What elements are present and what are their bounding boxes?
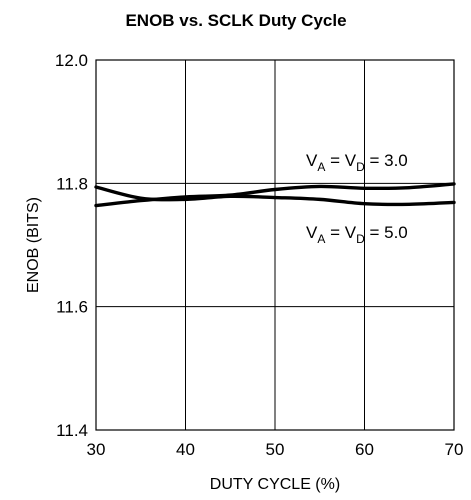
y-tick-labels: 11.4 11.6 11.8 12.0	[55, 51, 88, 440]
series-line-1	[94, 185, 456, 207]
x-tick-label: 70	[445, 440, 464, 459]
series-annotation-3v: VA = VD = 3.0	[306, 151, 408, 174]
series-layer	[94, 182, 456, 208]
x-tick-label: 30	[87, 440, 106, 459]
x-tick-label: 60	[355, 440, 374, 459]
vertical-gridlines	[185, 60, 365, 430]
x-tick-labels: 30 40 50 60 70	[87, 440, 464, 459]
series-annotation-5v: VA = VD = 5.0	[306, 223, 408, 246]
y-axis-label: ENOB (BITS)	[25, 197, 42, 293]
x-tick-label: 40	[176, 440, 195, 459]
plot-frame	[95, 59, 455, 431]
y-tick-label: 11.4	[56, 421, 88, 440]
x-axis-label: DUTY CYCLE (%)	[210, 476, 340, 493]
x-tick-label: 50	[266, 440, 285, 459]
chart-title: ENOB vs. SCLK Duty Cycle	[125, 11, 346, 30]
y-tick-label: 11.6	[56, 298, 88, 317]
y-tick-label: 12.0	[55, 51, 88, 70]
horizontal-gridlines	[96, 182, 454, 308]
y-tick-label: 11.8	[56, 174, 88, 193]
